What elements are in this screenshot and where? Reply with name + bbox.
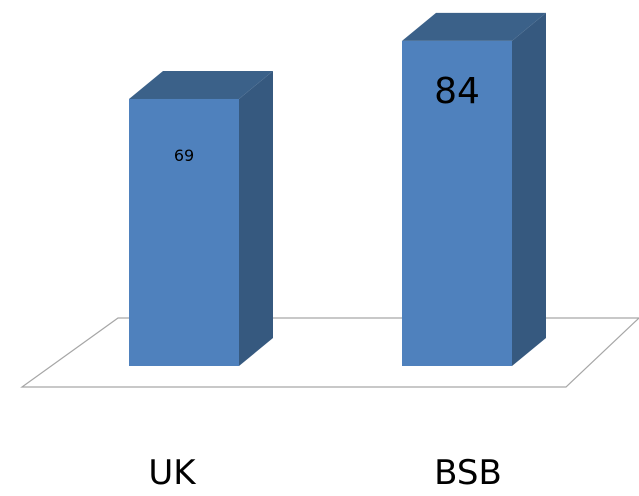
data-label-uk: 69 [174,146,194,165]
category-label-uk: UK [148,453,197,493]
bar-top-face [129,70,273,99]
bar-uk [129,70,273,366]
bars-layer [129,12,546,367]
data-label-bsb: 84 [434,71,480,112]
bar-top-face [402,12,546,41]
bar-front-face [402,40,512,367]
bar-bsb [402,12,546,367]
bar-front-face [129,98,239,366]
bar-side-face [239,70,273,366]
labels-layer: 69 UK 84 BSB [148,71,501,493]
category-label-bsb: BSB [434,453,502,493]
chart-floor [20,317,639,388]
bar-side-face [512,12,546,366]
